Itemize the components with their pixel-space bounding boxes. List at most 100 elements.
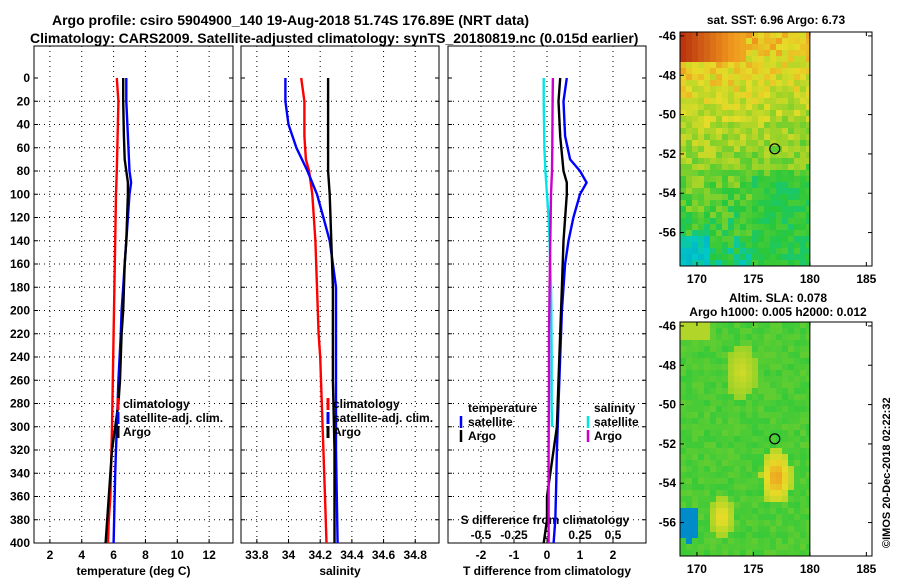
heatmap-cell xyxy=(758,134,764,140)
x-axis-label: salinity xyxy=(319,564,361,578)
heatmap-cell xyxy=(758,370,764,376)
heatmap-cell xyxy=(770,110,776,116)
heatmap-cell xyxy=(806,194,810,200)
heatmap-cell xyxy=(734,454,740,460)
ytick-label: -50 xyxy=(659,108,677,122)
heatmap-cell xyxy=(794,460,800,466)
heatmap-cell xyxy=(764,496,770,502)
heatmap-cell xyxy=(776,110,782,116)
ytick-label: 40 xyxy=(17,118,31,132)
heatmap-cell xyxy=(800,104,806,110)
heatmap-cell xyxy=(686,418,692,424)
heatmap-cell xyxy=(800,388,806,394)
heatmap-cell xyxy=(806,44,810,50)
heatmap-cell xyxy=(758,328,764,334)
heatmap-cell xyxy=(686,62,692,68)
heatmap-cell xyxy=(698,430,704,436)
heatmap-cell xyxy=(764,50,770,56)
heatmap-cell xyxy=(800,448,806,454)
heatmap-cell xyxy=(734,460,740,466)
heatmap-cell xyxy=(704,322,710,328)
heatmap-cell xyxy=(770,260,776,266)
heatmap-cell xyxy=(776,224,782,230)
heatmap-cell xyxy=(704,38,710,44)
heatmap-cell xyxy=(728,466,734,472)
heatmap-cell xyxy=(716,98,722,104)
heatmap-cell xyxy=(680,532,686,538)
heatmap-cell xyxy=(758,496,764,502)
heatmap-cell xyxy=(800,532,806,538)
heatmap-cell xyxy=(752,436,758,442)
heatmap-cell xyxy=(692,442,698,448)
heatmap-cell xyxy=(800,418,806,424)
heatmap-cell xyxy=(770,134,776,140)
heatmap-cell xyxy=(764,98,770,104)
heatmap-cell xyxy=(710,490,716,496)
heatmap-cell xyxy=(692,230,698,236)
heatmap-cell xyxy=(710,260,716,266)
heatmap-cell xyxy=(788,406,794,412)
heatmap-cell xyxy=(746,400,752,406)
heatmap-cell xyxy=(722,44,728,50)
heatmap-cell xyxy=(746,550,752,556)
heatmap-cell xyxy=(716,382,722,388)
heatmap-cell xyxy=(686,200,692,206)
secondary-xtick-label: -0.25 xyxy=(500,528,528,542)
heatmap-cell xyxy=(776,140,782,146)
heatmap-cell xyxy=(704,68,710,74)
heatmap-cell xyxy=(734,170,740,176)
heatmap-cell xyxy=(794,140,800,146)
heatmap-cell xyxy=(734,236,740,242)
heatmap-cell xyxy=(740,520,746,526)
heatmap-cell xyxy=(728,224,734,230)
heatmap-cell xyxy=(800,496,806,502)
heatmap-cell xyxy=(692,424,698,430)
heatmap-cell xyxy=(692,394,698,400)
heatmap-cell xyxy=(758,400,764,406)
map-title: sat. SST: 6.96 Argo: 6.73 xyxy=(707,13,846,27)
heatmap-cell xyxy=(722,224,728,230)
heatmap-cell xyxy=(734,122,740,128)
heatmap-cell xyxy=(758,170,764,176)
heatmap-cell xyxy=(752,248,758,254)
heatmap-cell xyxy=(752,430,758,436)
heatmap-cell xyxy=(710,496,716,502)
heatmap-cell xyxy=(794,484,800,490)
heatmap-cell xyxy=(692,74,698,80)
heatmap-cell xyxy=(776,212,782,218)
heatmap-cell xyxy=(758,176,764,182)
heatmap-cell xyxy=(770,116,776,122)
heatmap-cell xyxy=(728,260,734,266)
heatmap-cell xyxy=(752,394,758,400)
heatmap-cell xyxy=(770,322,776,328)
heatmap-cell xyxy=(788,520,794,526)
heatmap-cell xyxy=(734,394,740,400)
heatmap-cell xyxy=(728,86,734,92)
heatmap-cell xyxy=(770,496,776,502)
heatmap-cell xyxy=(686,152,692,158)
heatmap-cell xyxy=(722,194,728,200)
ytick-label: -48 xyxy=(659,358,677,372)
heatmap-cell xyxy=(752,152,758,158)
heatmap-cell xyxy=(716,200,722,206)
heatmap-cell xyxy=(680,466,686,472)
heatmap-cell xyxy=(746,38,752,44)
heatmap-cell xyxy=(692,260,698,266)
heatmap-cell xyxy=(794,490,800,496)
heatmap-cell xyxy=(752,224,758,230)
heatmap-cell xyxy=(746,508,752,514)
legend-title-salinity: salinity xyxy=(594,401,636,415)
heatmap-cell xyxy=(776,436,782,442)
map-frame xyxy=(679,321,873,557)
heatmap-cell xyxy=(692,50,698,56)
heatmap-cell xyxy=(776,236,782,242)
axes-frame xyxy=(240,45,440,544)
heatmap-cell xyxy=(782,424,788,430)
heatmap-cell xyxy=(752,448,758,454)
heatmap-cell xyxy=(692,436,698,442)
heatmap-cell xyxy=(764,122,770,128)
heatmap-cell xyxy=(728,32,734,38)
heatmap-cell xyxy=(680,104,686,110)
heatmap-cell xyxy=(734,334,740,340)
